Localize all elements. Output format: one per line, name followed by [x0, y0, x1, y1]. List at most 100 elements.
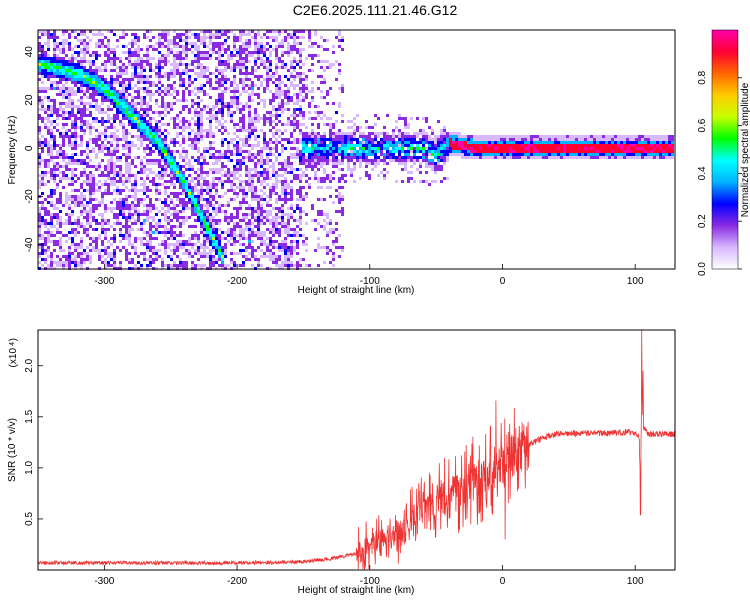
spectrogram-cell	[302, 87, 305, 90]
spectrogram-cell	[242, 30, 245, 33]
spectrogram-cell	[413, 147, 416, 150]
spectrogram-cell	[269, 219, 272, 222]
spectrogram-cell	[116, 75, 119, 78]
spectrogram-cell	[236, 84, 239, 87]
spectrogram-cell	[47, 57, 50, 60]
spectrogram-cell	[251, 120, 254, 123]
spectrogram-cell	[53, 60, 56, 63]
spectrogram-cell	[113, 162, 116, 165]
spectrogram-cell	[131, 207, 134, 210]
spectrogram-cell	[137, 138, 140, 141]
spectrogram-cell	[284, 96, 287, 99]
spectrogram-cell	[38, 156, 41, 159]
spectrogram-cell	[56, 72, 59, 75]
spectrogram-cell	[254, 111, 257, 114]
spectrogram-cell	[377, 156, 380, 159]
spectrogram-cell	[113, 222, 116, 225]
spectrogram-cell	[62, 51, 65, 54]
spectrogram-cell	[326, 216, 329, 219]
spectrogram-cell	[266, 147, 269, 150]
spectrogram-cell	[104, 237, 107, 240]
spectrogram-cell	[317, 144, 320, 147]
spectrogram-cell	[308, 39, 311, 42]
spectrogram-cell	[179, 243, 182, 246]
spectrogram-cell	[296, 219, 299, 222]
spectrogram-cell	[191, 51, 194, 54]
spectrogram-cell	[209, 234, 212, 237]
spectrogram-cell	[131, 114, 134, 117]
spectrogram-cell	[302, 48, 305, 51]
spectrogram-cell	[353, 117, 356, 120]
spectrogram-cell	[98, 75, 101, 78]
spectrogram-cell	[194, 102, 197, 105]
spectrogram-cell	[404, 135, 407, 138]
spectrogram-cell	[83, 261, 86, 264]
spectrogram-cell	[122, 213, 125, 216]
spectrogram-cell	[44, 126, 47, 129]
spectrogram-cell	[143, 213, 146, 216]
spectrogram-cell	[47, 105, 50, 108]
spectrogram-cell	[50, 114, 53, 117]
spectrogram-cell	[68, 219, 71, 222]
spectrogram-cell	[251, 195, 254, 198]
spectrogram-cell	[152, 219, 155, 222]
spectrogram-cell	[77, 90, 80, 93]
spectrogram-cell	[89, 39, 92, 42]
spectrogram-cell	[83, 57, 86, 60]
spectrogram-cell	[182, 45, 185, 48]
spectrogram-cell	[239, 129, 242, 132]
spectrogram-cell	[188, 36, 191, 39]
spectrogram-cell	[104, 69, 107, 72]
spectrogram-cell	[101, 132, 104, 135]
spectrogram-cell	[80, 144, 83, 147]
spectrogram-cell	[428, 153, 431, 156]
spectrogram-cell	[257, 219, 260, 222]
spectrogram-cell	[182, 156, 185, 159]
spectrogram-cell	[161, 45, 164, 48]
spectrogram-cell	[431, 132, 434, 135]
spectrogram-cell	[194, 48, 197, 51]
spectrogram-cell	[317, 150, 320, 153]
spectrogram-cell	[263, 255, 266, 258]
spectrogram-cell	[272, 189, 275, 192]
spectrogram-cell	[44, 69, 47, 72]
spectrogram-cell	[209, 183, 212, 186]
spectrogram-cell	[68, 222, 71, 225]
spectrogram-cell	[152, 237, 155, 240]
spectrogram-cell	[215, 183, 218, 186]
spectrogram-cell	[71, 108, 74, 111]
spectrogram-cell	[134, 84, 137, 87]
spectrogram-cell	[62, 108, 65, 111]
spectrogram-cell	[224, 165, 227, 168]
spectrogram-cell	[257, 135, 260, 138]
spectrogram-cell	[236, 48, 239, 51]
spectrogram-cell	[176, 225, 179, 228]
spectrogram-cell	[50, 153, 53, 156]
spectrogram-cell	[134, 210, 137, 213]
spectrogram-cell	[263, 87, 266, 90]
spectrogram-cell	[107, 42, 110, 45]
spectrogram-cell	[209, 48, 212, 51]
spectrogram-cell	[275, 177, 278, 180]
spectrogram-cell	[149, 39, 152, 42]
spectrogram-cell	[278, 216, 281, 219]
spectrogram-cell	[176, 195, 179, 198]
spectrogram-cell	[56, 87, 59, 90]
spectrogram-cell	[38, 219, 41, 222]
spectrogram-cell	[269, 159, 272, 162]
spectrogram-cell	[275, 240, 278, 243]
spectrogram-cell	[86, 258, 89, 261]
spectrogram-cell	[308, 36, 311, 39]
spectrogram-cell	[119, 69, 122, 72]
spectrogram-cell	[170, 258, 173, 261]
spectrogram-cell	[65, 255, 68, 258]
spectrogram-cell	[80, 195, 83, 198]
spectrogram-cell	[362, 144, 365, 147]
spectrogram-cell	[314, 105, 317, 108]
spectrogram-cell	[134, 48, 137, 51]
spectrogram-cell	[212, 168, 215, 171]
spectrogram-cell	[239, 39, 242, 42]
spectrogram-cell	[134, 240, 137, 243]
spectrogram-cell	[179, 246, 182, 249]
spectrogram-cell	[155, 75, 158, 78]
